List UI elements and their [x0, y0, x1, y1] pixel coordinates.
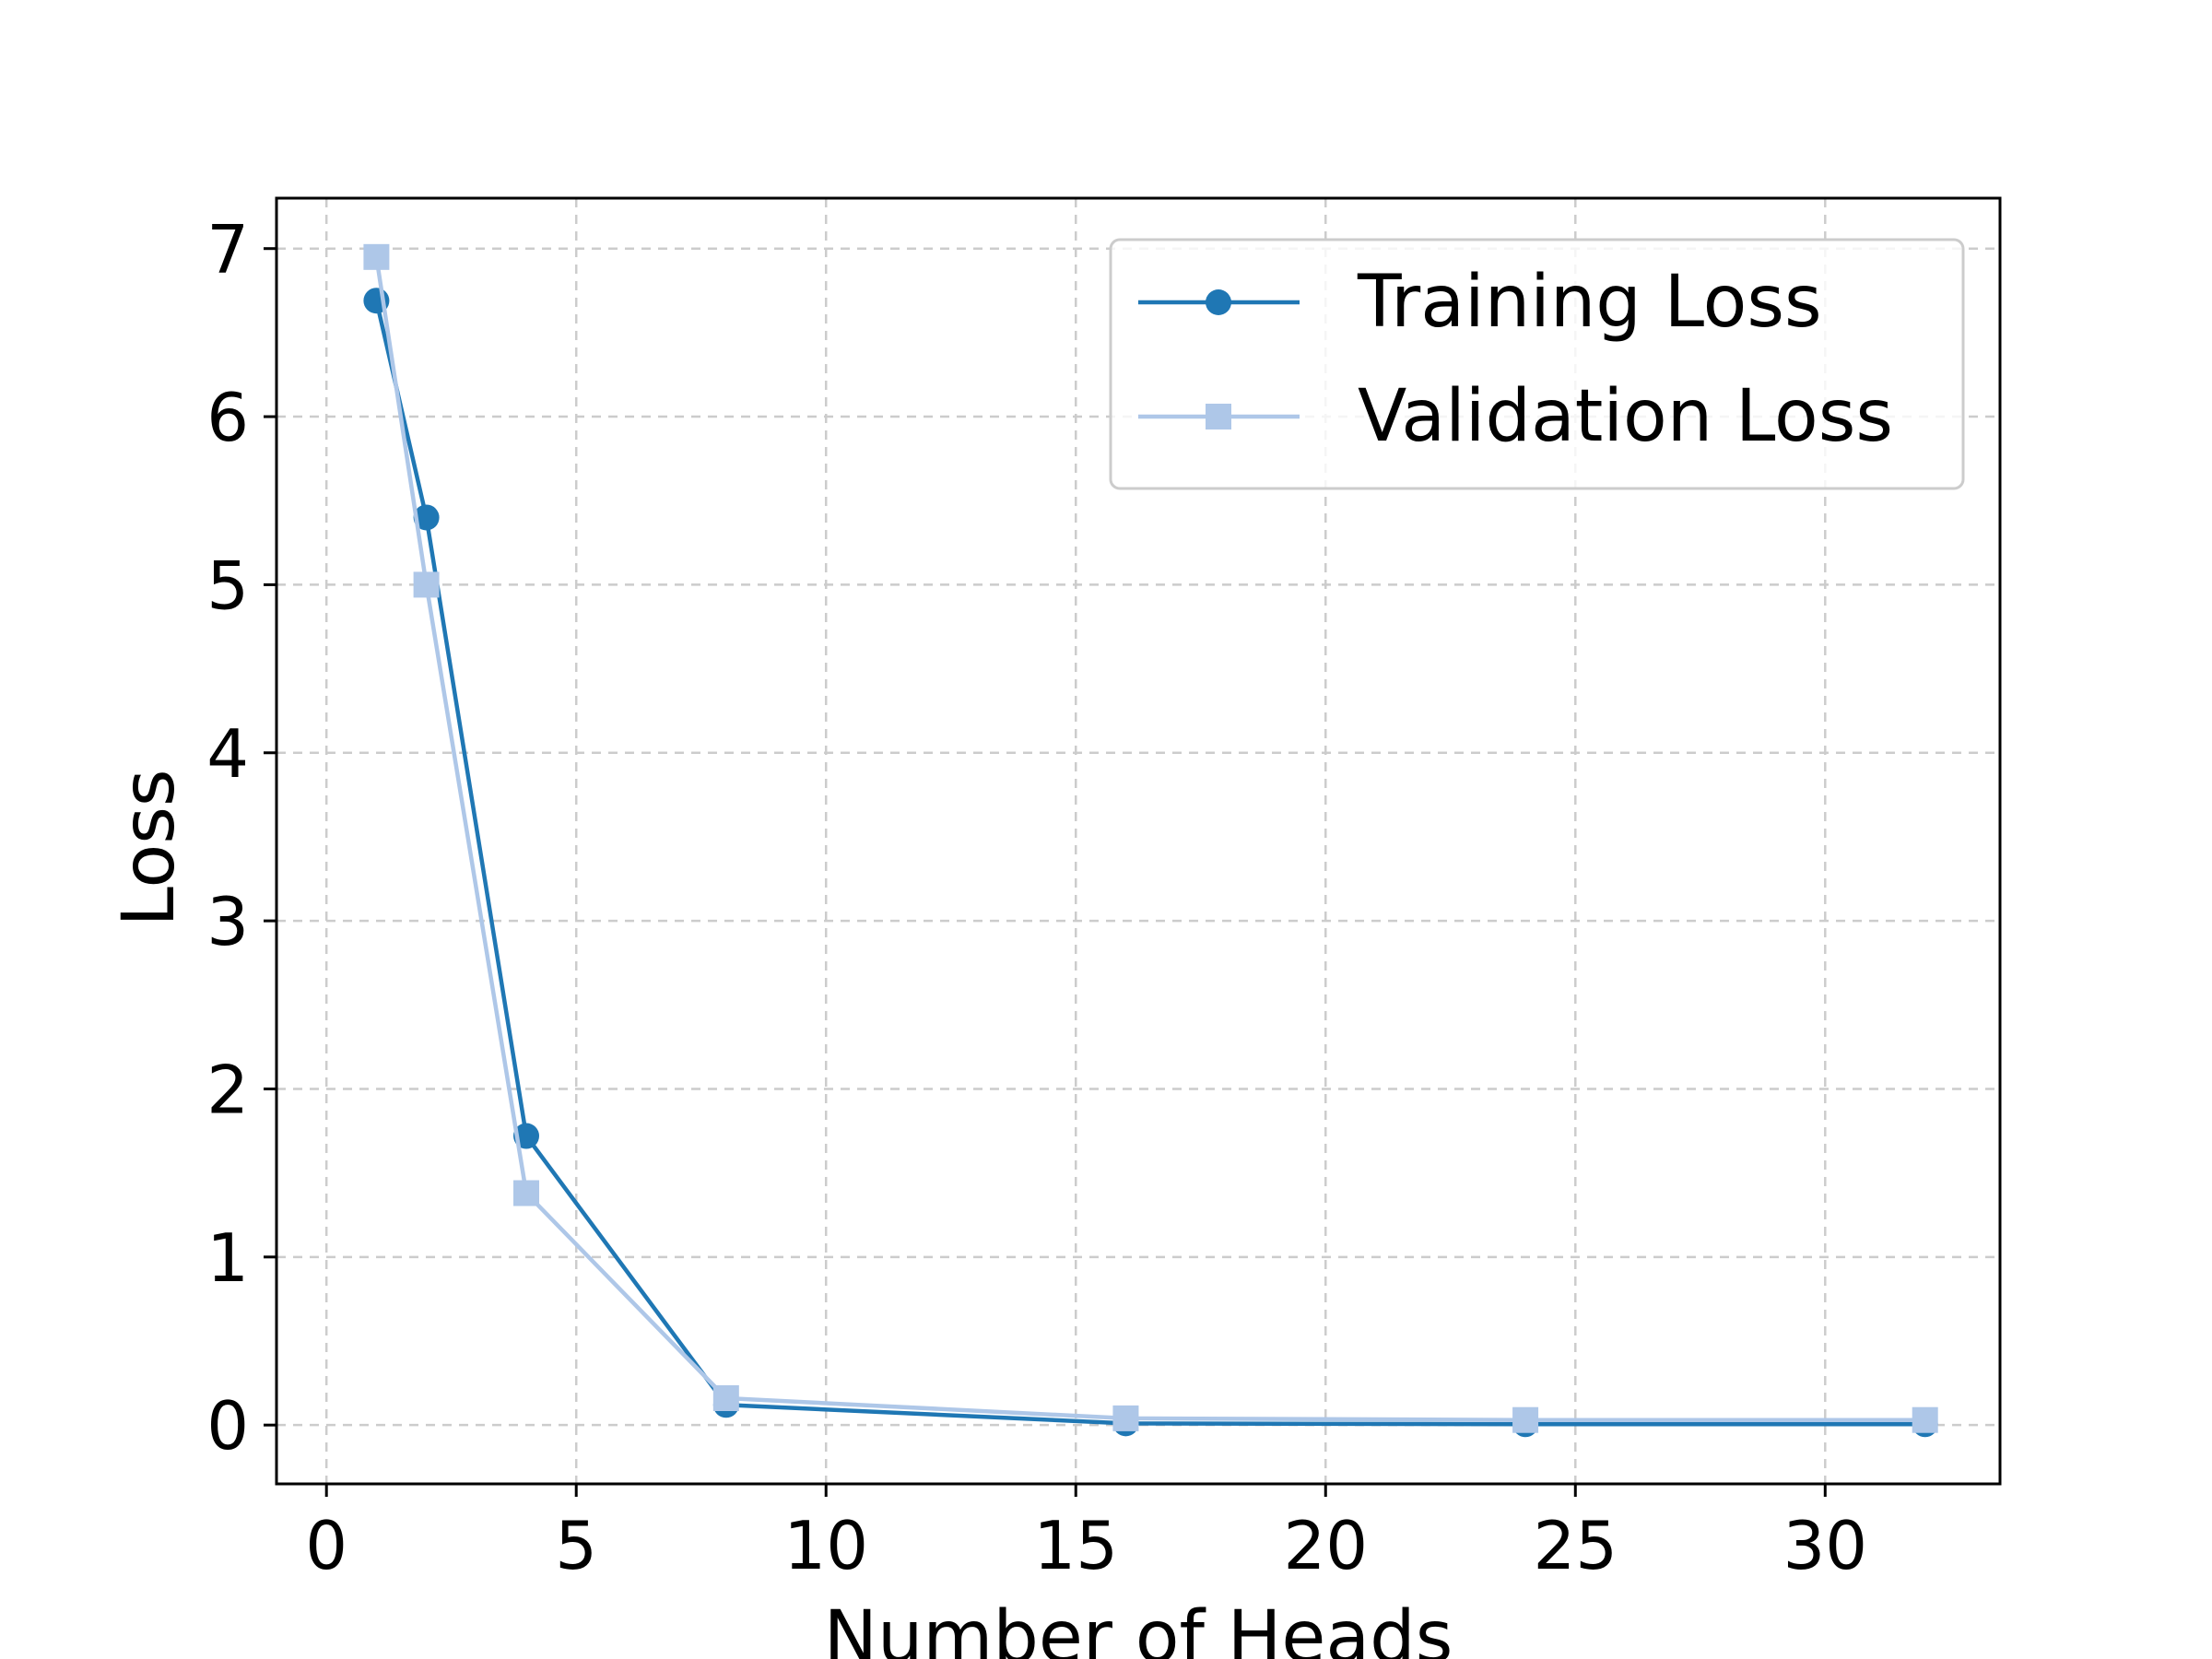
legend-item-validation-loss: Validation Loss — [1138, 375, 1893, 458]
axis-ticks: 0 5 10 15 20 25 30 0 1 2 3 4 5 6 7 — [206, 211, 1867, 1584]
data-point-validation-loss-4 — [513, 1180, 540, 1206]
x-tick-label-30: 30 — [1783, 1507, 1867, 1584]
data-point-validation-loss-24 — [1512, 1406, 1539, 1433]
legend: Training Loss Validation Loss — [1109, 238, 1965, 490]
y-tick-label-0: 0 — [206, 1387, 249, 1465]
data-point-validation-loss-32 — [1912, 1406, 1938, 1433]
y-tick-label-1: 1 — [206, 1219, 249, 1297]
legend-box — [1109, 238, 1965, 490]
plot-series — [363, 243, 1938, 1438]
data-point-validation-loss-2 — [413, 571, 440, 598]
data-point-validation-loss-16 — [1112, 1405, 1139, 1431]
y-tick-label-3: 3 — [206, 883, 249, 960]
x-tick-label-10: 10 — [783, 1507, 868, 1584]
y-tick-label-4: 4 — [206, 715, 249, 793]
data-point-validation-loss-8 — [712, 1385, 739, 1411]
x-tick-label-0: 0 — [305, 1507, 347, 1584]
x-tick-label-15: 15 — [1033, 1507, 1118, 1584]
legend-label-training-loss: Training Loss — [1357, 261, 1822, 344]
y-tick-label-7: 7 — [206, 211, 249, 288]
y-axis-label: Loss — [108, 769, 191, 926]
x-tick-label-5: 5 — [555, 1507, 597, 1584]
legend-marker-training-loss — [1206, 289, 1231, 315]
y-tick-label-6: 6 — [206, 379, 249, 456]
x-tick-label-20: 20 — [1283, 1507, 1368, 1584]
x-axis-label: Number of Heads — [824, 1596, 1453, 1659]
grid — [276, 198, 2000, 1484]
legend-label-validation-loss: Validation Loss — [1358, 375, 1893, 458]
data-point-training-loss-2 — [413, 504, 440, 531]
legend-marker-validation-loss — [1206, 404, 1231, 429]
y-tick-label-2: 2 — [206, 1051, 249, 1128]
y-tick-label-5: 5 — [206, 547, 249, 624]
x-tick-label-25: 25 — [1533, 1507, 1618, 1584]
data-point-validation-loss-1 — [363, 243, 390, 270]
series-validation-loss — [363, 243, 1938, 1433]
legend-item-training-loss: Training Loss — [1138, 261, 1822, 344]
plot-frame — [275, 196, 2002, 1486]
